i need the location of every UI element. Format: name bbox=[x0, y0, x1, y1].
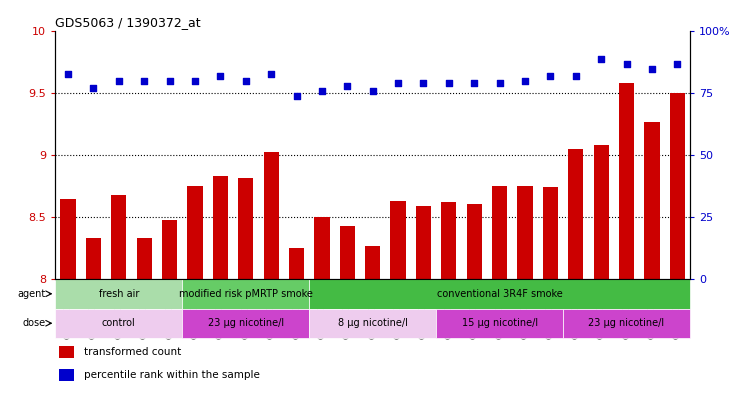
Point bbox=[113, 78, 125, 84]
Bar bbox=[542, 187, 558, 279]
Point bbox=[316, 88, 328, 94]
Text: 15 μg nicotine/l: 15 μg nicotine/l bbox=[461, 318, 538, 328]
Point bbox=[265, 70, 277, 77]
Point bbox=[469, 80, 480, 86]
Bar bbox=[365, 246, 380, 279]
Point bbox=[418, 80, 430, 86]
Point bbox=[596, 55, 607, 62]
Point bbox=[62, 70, 74, 77]
Text: 8 μg nicotine/l: 8 μg nicotine/l bbox=[338, 318, 407, 328]
Bar bbox=[517, 186, 533, 279]
Bar bbox=[563, 309, 690, 338]
Text: modified risk pMRTP smoke: modified risk pMRTP smoke bbox=[179, 289, 313, 299]
Bar bbox=[263, 152, 279, 279]
Text: GDS5063 / 1390372_at: GDS5063 / 1390372_at bbox=[55, 16, 201, 29]
Point bbox=[646, 65, 658, 72]
Bar bbox=[314, 217, 330, 279]
Point bbox=[545, 73, 556, 79]
Bar bbox=[415, 206, 431, 279]
Bar bbox=[289, 248, 304, 279]
Text: 23 μg nicotine/l: 23 μg nicotine/l bbox=[207, 318, 284, 328]
Bar bbox=[593, 145, 609, 279]
Bar bbox=[61, 198, 76, 279]
Bar bbox=[86, 238, 101, 279]
Bar bbox=[644, 122, 660, 279]
Bar bbox=[162, 220, 177, 279]
Point bbox=[88, 85, 100, 92]
Bar bbox=[187, 186, 203, 279]
Bar bbox=[339, 226, 355, 279]
Point bbox=[164, 78, 176, 84]
Point bbox=[570, 73, 582, 79]
Point bbox=[240, 78, 252, 84]
Point bbox=[342, 83, 354, 89]
Bar bbox=[309, 309, 436, 338]
Point bbox=[367, 88, 379, 94]
Bar bbox=[213, 176, 228, 279]
Text: dose: dose bbox=[22, 318, 45, 328]
Bar bbox=[309, 279, 690, 309]
Bar bbox=[466, 204, 482, 279]
Bar bbox=[55, 309, 182, 338]
Bar bbox=[619, 83, 634, 279]
Text: percentile rank within the sample: percentile rank within the sample bbox=[84, 370, 260, 380]
Point bbox=[672, 61, 683, 67]
Point bbox=[392, 80, 404, 86]
Bar bbox=[58, 369, 75, 381]
Text: agent: agent bbox=[17, 289, 45, 299]
Bar bbox=[182, 309, 309, 338]
Bar bbox=[182, 279, 309, 309]
Text: 23 μg nicotine/l: 23 μg nicotine/l bbox=[588, 318, 665, 328]
Bar bbox=[390, 201, 406, 279]
Text: conventional 3R4F smoke: conventional 3R4F smoke bbox=[437, 289, 562, 299]
Point bbox=[519, 78, 531, 84]
Point bbox=[621, 61, 632, 67]
Bar bbox=[55, 279, 182, 309]
Point bbox=[443, 80, 455, 86]
Bar bbox=[137, 238, 152, 279]
Bar bbox=[436, 309, 563, 338]
Point bbox=[291, 93, 303, 99]
Bar bbox=[568, 149, 584, 279]
Bar bbox=[492, 186, 507, 279]
Bar bbox=[669, 93, 685, 279]
Bar bbox=[111, 195, 126, 279]
Point bbox=[138, 78, 150, 84]
Bar bbox=[238, 178, 253, 279]
Point bbox=[494, 80, 506, 86]
Text: fresh air: fresh air bbox=[99, 289, 139, 299]
Bar bbox=[58, 346, 75, 358]
Text: transformed count: transformed count bbox=[84, 347, 181, 357]
Point bbox=[215, 73, 227, 79]
Bar bbox=[441, 202, 457, 279]
Point bbox=[189, 78, 201, 84]
Text: control: control bbox=[102, 318, 136, 328]
